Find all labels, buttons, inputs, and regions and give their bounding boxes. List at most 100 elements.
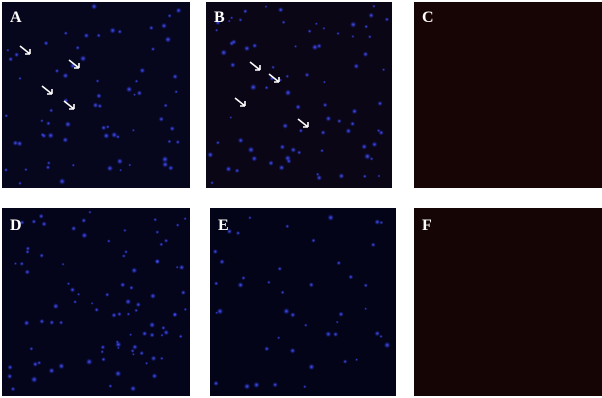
nucleus bbox=[252, 43, 258, 49]
nucleus bbox=[369, 156, 374, 161]
nucleus bbox=[108, 384, 113, 389]
panel-label: B bbox=[214, 9, 225, 26]
nucleus bbox=[39, 253, 45, 258]
nucleus bbox=[251, 155, 258, 162]
nucleus bbox=[101, 357, 106, 362]
panel-label: A bbox=[10, 9, 22, 26]
nucleus bbox=[117, 29, 123, 35]
nucleus bbox=[264, 85, 269, 90]
nucleus bbox=[304, 323, 308, 328]
nucleus bbox=[174, 89, 179, 94]
nucleus bbox=[73, 299, 78, 304]
nucleus bbox=[242, 8, 248, 14]
nucleus bbox=[6, 373, 13, 380]
nucleus bbox=[144, 361, 149, 365]
nucleus bbox=[271, 65, 275, 70]
nucleus bbox=[227, 19, 231, 23]
nucleus bbox=[180, 290, 186, 296]
nucleus bbox=[279, 144, 286, 150]
nucleus bbox=[216, 307, 224, 315]
nucleus bbox=[71, 163, 76, 167]
panel-image bbox=[2, 2, 190, 188]
nucleus bbox=[109, 27, 116, 34]
arrow bbox=[249, 61, 261, 71]
nucleus bbox=[264, 5, 268, 9]
nucleus bbox=[134, 308, 139, 313]
nucleus bbox=[106, 165, 114, 172]
nucleus bbox=[213, 281, 219, 286]
nucleus bbox=[79, 55, 87, 62]
nucleus bbox=[353, 63, 360, 70]
nucleus bbox=[134, 79, 139, 84]
nucleus bbox=[149, 332, 155, 338]
nucleus bbox=[25, 249, 30, 255]
nucleus bbox=[215, 311, 219, 315]
nuclei bbox=[3, 3, 391, 392]
arrow bbox=[41, 85, 53, 95]
nucleus bbox=[178, 264, 185, 271]
nucleus bbox=[58, 320, 64, 325]
nucleus bbox=[8, 56, 14, 62]
nucleus bbox=[268, 160, 274, 167]
nucleus bbox=[16, 140, 23, 147]
nucleus bbox=[320, 130, 326, 136]
nucleus bbox=[30, 376, 38, 383]
nucleus bbox=[25, 246, 31, 251]
nucleus bbox=[249, 83, 257, 91]
nucleus bbox=[88, 210, 92, 214]
nucleus bbox=[282, 122, 289, 129]
nucleus bbox=[284, 89, 292, 97]
nucleus bbox=[238, 17, 243, 22]
nucleus bbox=[159, 356, 164, 361]
nucleus bbox=[345, 128, 352, 134]
nucleus bbox=[290, 312, 296, 318]
nucleus bbox=[327, 214, 335, 222]
nucleus bbox=[90, 3, 98, 10]
nucleus bbox=[45, 165, 51, 170]
nucleus bbox=[267, 280, 271, 285]
nucleus bbox=[243, 45, 250, 52]
nucleus bbox=[100, 349, 105, 354]
nucleus bbox=[103, 132, 110, 140]
nucleus bbox=[49, 319, 55, 326]
nucleus bbox=[46, 161, 51, 165]
nucleus bbox=[24, 269, 31, 275]
nucleus bbox=[48, 367, 55, 374]
nucleus bbox=[172, 73, 179, 80]
nucleus bbox=[163, 329, 170, 336]
nucleus bbox=[286, 158, 292, 164]
nucleus bbox=[19, 220, 25, 225]
arrow bbox=[63, 100, 75, 110]
nucleus bbox=[281, 20, 286, 25]
nucleus bbox=[119, 282, 126, 288]
nucleus bbox=[132, 344, 138, 350]
nucleus bbox=[379, 334, 383, 339]
nucleus bbox=[264, 346, 270, 352]
nucleus bbox=[277, 266, 283, 272]
nucleus bbox=[150, 46, 156, 52]
nucleus bbox=[207, 151, 214, 158]
nucleus bbox=[294, 44, 298, 49]
nucleus bbox=[372, 4, 376, 8]
nucleus bbox=[43, 40, 49, 46]
nucleus bbox=[241, 275, 246, 281]
nucleus bbox=[314, 22, 318, 26]
nucleus bbox=[58, 362, 65, 370]
nucleus bbox=[377, 174, 381, 178]
nucleus bbox=[32, 361, 39, 368]
nucleus bbox=[125, 86, 133, 93]
nucleus bbox=[153, 217, 158, 222]
nucleus bbox=[280, 290, 285, 295]
nucleus bbox=[81, 232, 88, 239]
nucleus bbox=[183, 217, 187, 221]
nucleus bbox=[121, 254, 126, 258]
nucleus bbox=[159, 242, 164, 247]
nucleus bbox=[362, 51, 369, 58]
nucleus bbox=[39, 318, 45, 325]
nucleus bbox=[167, 139, 172, 144]
nucleus bbox=[383, 341, 391, 349]
nucleus bbox=[62, 72, 69, 79]
nucleus bbox=[29, 346, 34, 351]
